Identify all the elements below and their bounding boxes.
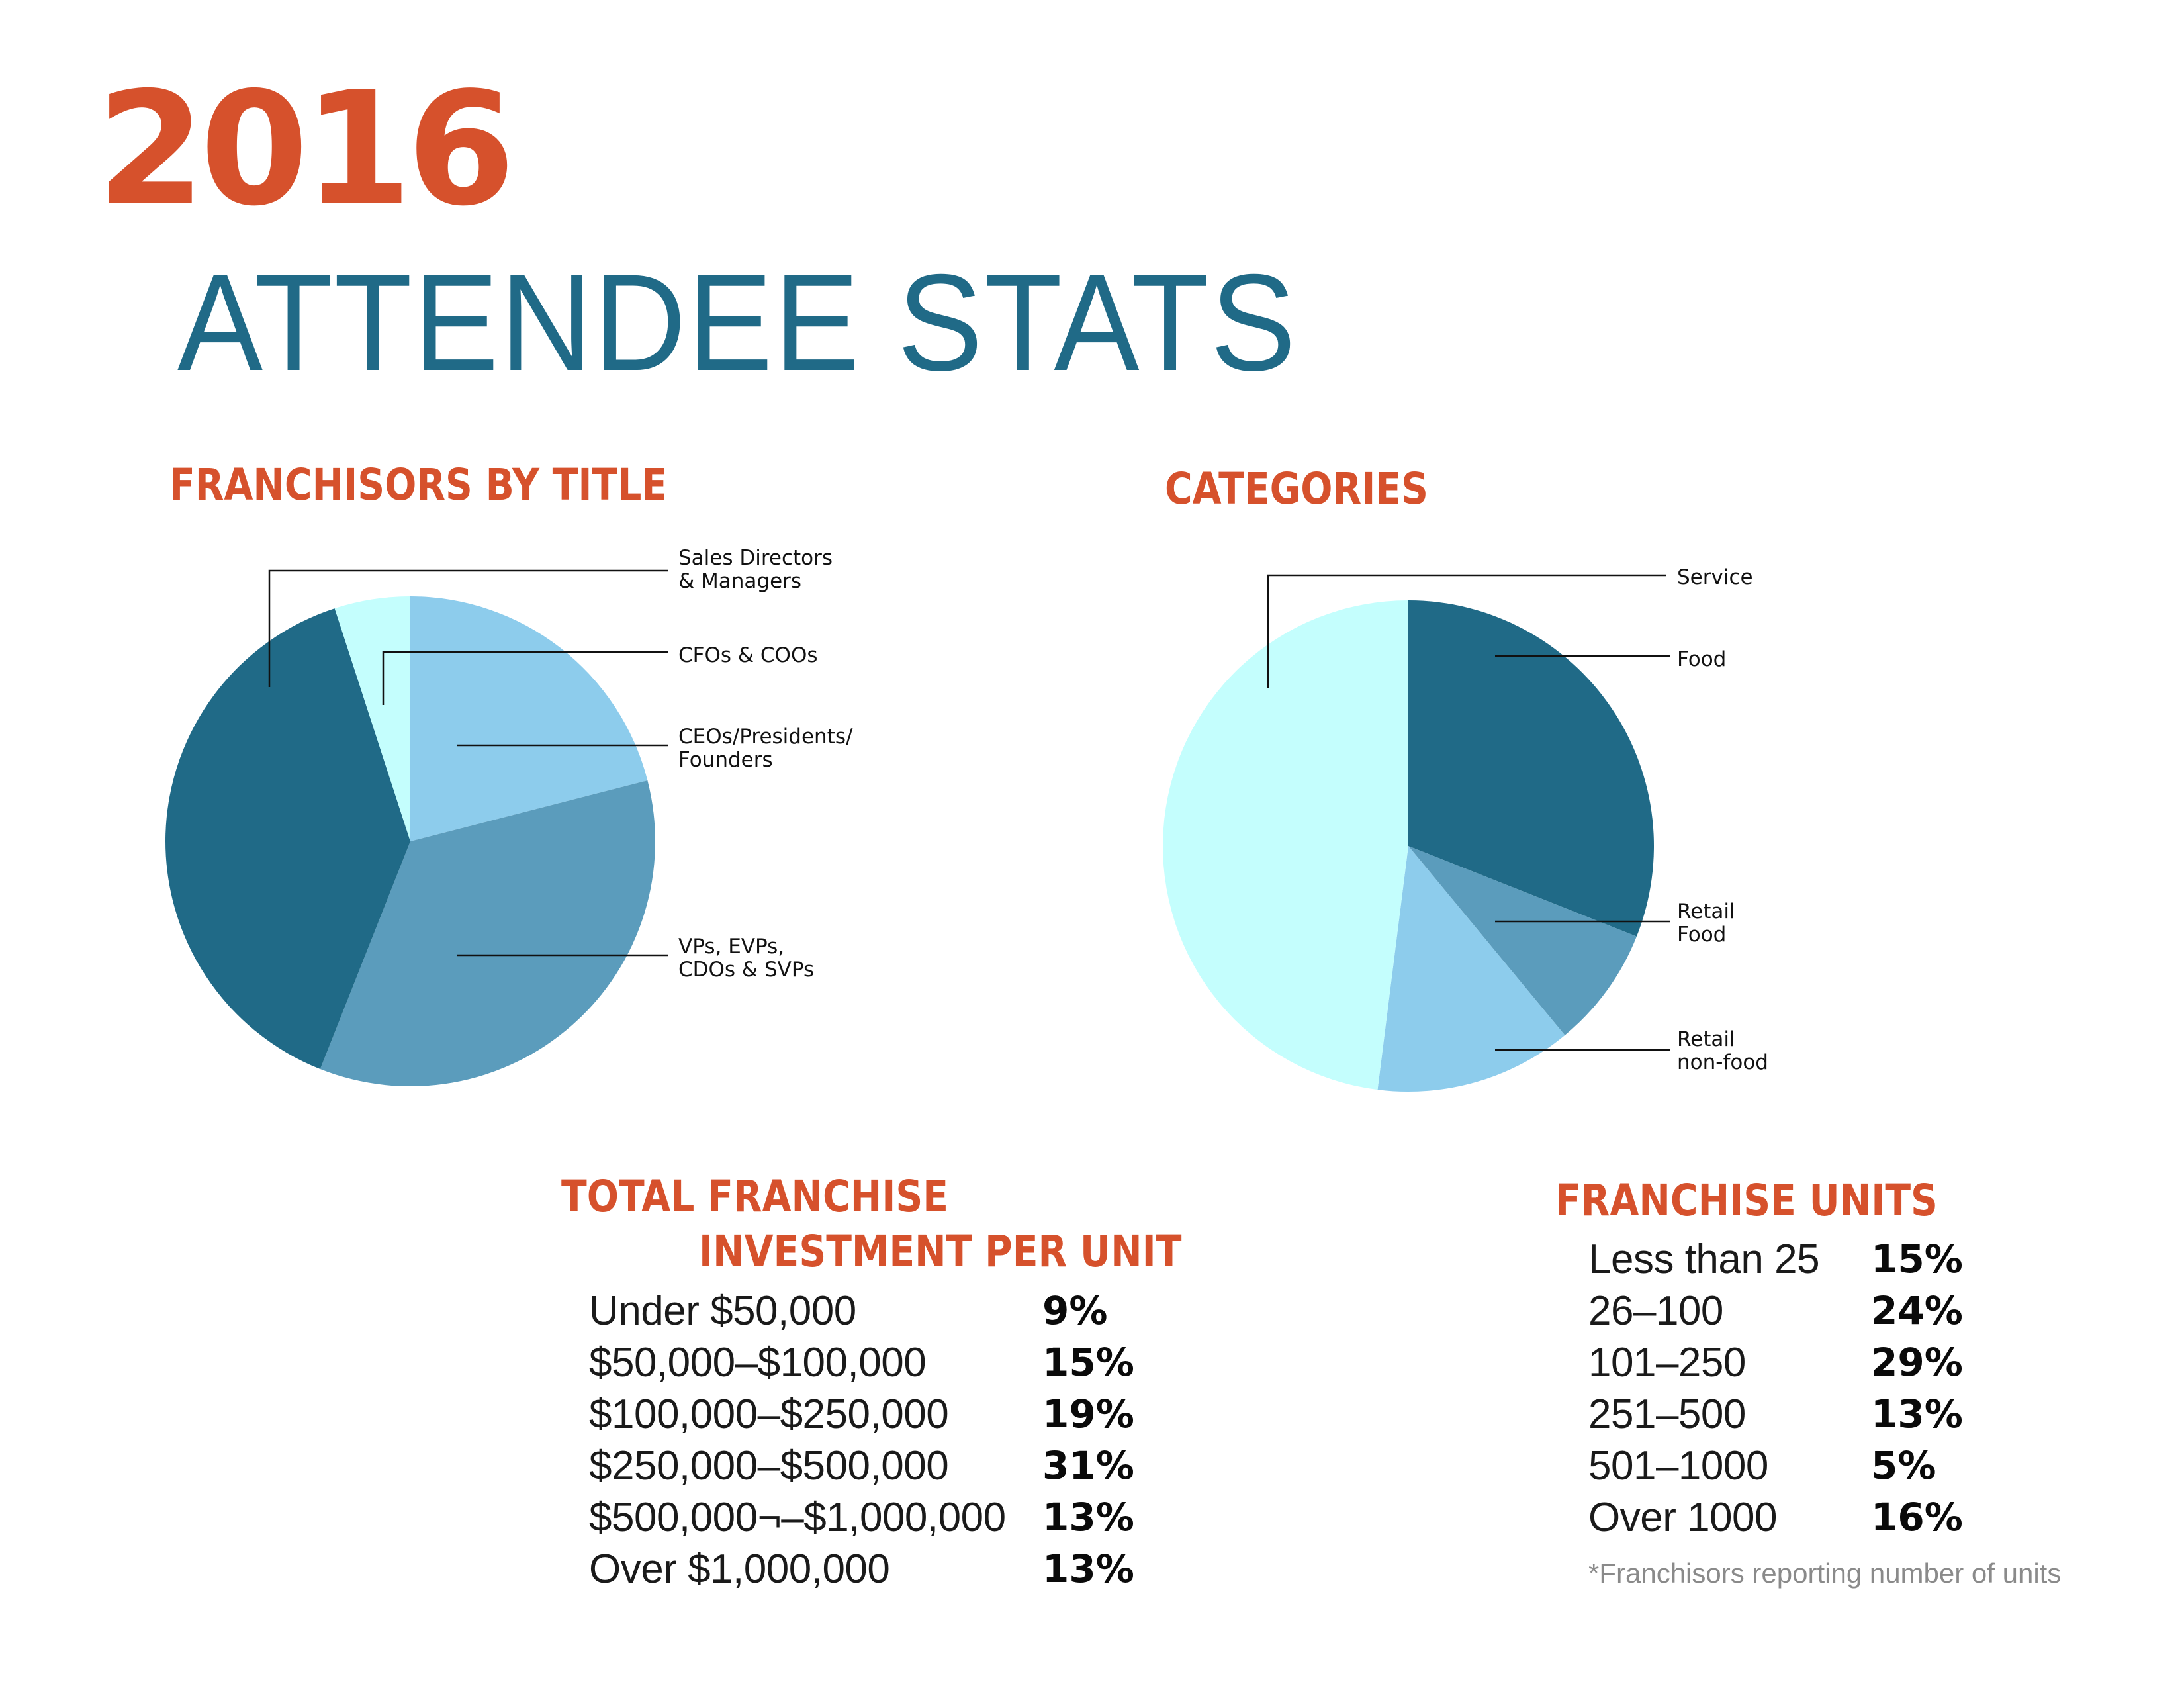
pie-slice-ceos-presidents-founders	[410, 596, 648, 841]
row-percent: 16%	[1871, 1495, 1963, 1540]
row-label: $50,000–$100,000	[589, 1340, 927, 1385]
page-title: ATTENDEE STATS	[177, 246, 1297, 400]
year-heading: 2016	[97, 58, 516, 240]
row-percent: 13%	[1042, 1495, 1134, 1540]
franchise-units-heading: FRANCHISE UNITS	[1555, 1175, 1938, 1226]
row-label: 251–500	[1588, 1391, 1746, 1437]
pie-label-ceos-presidents-founders: CEOs/Presidents/	[678, 725, 853, 749]
pie-label-retail-food: Retail	[1677, 900, 1735, 923]
pie-slice-retail-food	[1408, 846, 1637, 1035]
pie-slice-vps-evps-cdos-svps	[320, 780, 656, 1087]
investment-heading-line2: INVESTMENT PER UNIT	[699, 1226, 1182, 1277]
leader-line-cfos-coos	[382, 651, 668, 705]
pie-slice-retail-non-food	[1377, 846, 1565, 1092]
pie-label-service: Service	[1677, 565, 1753, 589]
row-label: $100,000–$250,000	[589, 1391, 949, 1437]
row-percent: 15%	[1042, 1340, 1134, 1385]
franchisors-by-title-heading: FRANCHISORS BY TITLE	[169, 459, 668, 510]
row-label: Over $1,000,000	[589, 1546, 890, 1592]
row-percent: 13%	[1871, 1391, 1963, 1436]
row-percent: 24%	[1871, 1288, 1963, 1333]
pie-label-food: Food	[1677, 647, 1726, 671]
pie-label-ceos-presidents-founders: Founders	[678, 748, 773, 772]
row-percent: 5%	[1871, 1443, 1936, 1488]
pie-label-vps-evps-cdos-svps: CDOs & SVPs	[678, 958, 814, 982]
row-percent: 19%	[1042, 1391, 1134, 1436]
categories-heading: CATEGORIES	[1165, 463, 1428, 514]
row-label: 26–100	[1588, 1288, 1723, 1334]
pie-slice-sales-directors-managers	[165, 608, 410, 1070]
row-label: 501–1000	[1588, 1443, 1768, 1489]
pie-slice-service	[1162, 600, 1408, 1090]
pie-slice-cfos-coos	[334, 596, 410, 841]
categories-pie	[1162, 600, 1654, 1092]
pie-labels: Sales Directors& Managers CFOs & COOs CEOs…	[678, 546, 1768, 1074]
leader-line-sales-directors-managers	[268, 569, 668, 687]
pie-slice-food	[1408, 600, 1654, 937]
pie-label-cfos-coos: CFOs & COOs	[678, 643, 818, 667]
row-percent: 31%	[1042, 1443, 1134, 1488]
franchisors-pie	[165, 596, 656, 1087]
pie-label-sales-directors-managers: Sales Directors	[678, 546, 833, 570]
units-footnote: *Franchisors reporting number of units	[1588, 1558, 2062, 1589]
row-percent: 29%	[1871, 1340, 1963, 1385]
row-label: Less than 25	[1588, 1237, 1820, 1282]
pie-label-sales-directors-managers: & Managers	[678, 569, 801, 593]
row-label: Over 1000	[1588, 1495, 1778, 1540]
investment-heading-line1: TOTAL FRANCHISE	[561, 1171, 948, 1222]
leader-lines	[268, 569, 1670, 1051]
pie-label-retail-non-food: non-food	[1677, 1051, 1768, 1074]
row-percent: 9%	[1042, 1288, 1108, 1333]
pie-charts: Sales Directors& Managers CFOs & COOs CEOs…	[165, 546, 1768, 1092]
row-label: $500,000¬–$1,000,000	[589, 1495, 1006, 1540]
row-label: $250,000–$500,000	[589, 1443, 949, 1489]
pie-label-retail-food: Food	[1677, 923, 1726, 947]
leader-line-service	[1267, 574, 1666, 688]
row-percent: 15%	[1871, 1237, 1963, 1282]
pie-label-vps-evps-cdos-svps: VPs, EVPs,	[678, 935, 784, 959]
row-label: Under $50,000	[589, 1288, 856, 1334]
pie-label-retail-non-food: Retail	[1677, 1027, 1735, 1051]
row-percent: 13%	[1042, 1546, 1134, 1591]
row-label: 101–250	[1588, 1340, 1746, 1385]
